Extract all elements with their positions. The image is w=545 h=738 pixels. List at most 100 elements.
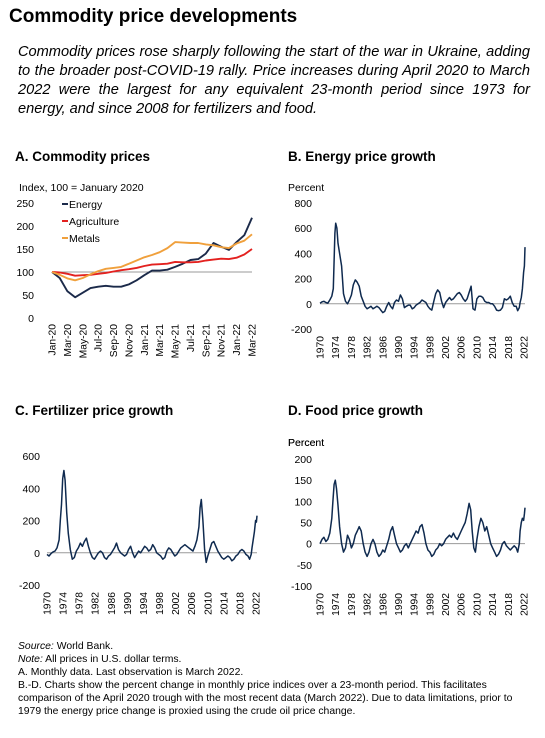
panel-a-xtick-label: Jan-21 — [140, 324, 151, 356]
panel-b-xtick-label: 1998 — [425, 336, 436, 359]
panel-a-title: A. Commodity prices — [15, 149, 151, 164]
note-label: Note: — [18, 654, 43, 665]
panel-d-xtick-label: 1990 — [394, 593, 405, 616]
panel-d-xtick-label: 1994 — [410, 593, 421, 616]
panel-a-ytick-label: 100 — [16, 267, 34, 279]
panel-b-xtick-label: 2002 — [441, 336, 452, 359]
page-title: Commodity price developments — [9, 6, 298, 27]
panel-d-ytick-label: 50 — [300, 518, 312, 530]
panel-a-ytick-label: 150 — [16, 244, 34, 256]
note-source-label: Source: — [18, 641, 54, 652]
page-subtitle: Commodity prices rose sharply following … — [18, 44, 530, 117]
panel-a-xtick-label: Jan-20 — [48, 324, 59, 356]
panel-a-xtick-label: Jul-21 — [186, 324, 197, 352]
panel-c-xtick-label: 2018 — [235, 592, 246, 615]
panel-b-ytick-label: 0 — [306, 299, 312, 311]
panel-b-xtick-label: 2010 — [472, 336, 483, 359]
panel-c-ytick-label: 0 — [34, 548, 40, 560]
panel-d-xtick-label: 1982 — [363, 593, 374, 616]
panel-c-xtick-label: 1986 — [107, 592, 118, 615]
panel-d-xtick-label: 1998 — [425, 593, 436, 616]
panel-c-ylabel: Percent — [288, 437, 324, 449]
note-general: Note: All prices in U.S. dollar terms. — [18, 653, 528, 666]
legend-label-energy: Energy — [69, 199, 103, 211]
panel-d-xtick-label: 2010 — [472, 593, 483, 616]
panel-a-xtick-label: Mar-21 — [155, 324, 166, 357]
panel-d-ytick-label: 100 — [294, 496, 312, 508]
panel-b-ytick-label: 600 — [294, 223, 312, 235]
panel-c-ytick-label: 400 — [22, 483, 40, 495]
panel-c-xtick-label: 1982 — [91, 592, 102, 615]
note-bd: B.-D. Charts show the percent change in … — [18, 680, 513, 717]
panel-a-ytick-label: 0 — [28, 313, 34, 325]
panel-a-series-energy — [51, 217, 253, 299]
legend-label-metals: Metals — [69, 233, 100, 245]
panel-d-xtick-label: 1978 — [347, 593, 358, 616]
panel-c-xtick-label: 2022 — [251, 592, 262, 615]
panel-c-xtick-label: 1970 — [43, 592, 54, 615]
panel-b-ytick-label: -200 — [291, 324, 312, 336]
panel-d-xtick-label: 1986 — [378, 593, 389, 616]
panel-a-xtick-label: Sep-20 — [109, 324, 120, 357]
panel-a-ylabel: Index, 100 = January 2020 — [19, 182, 144, 194]
panel-c-xtick-label: 2010 — [203, 592, 214, 615]
panel-d-xtick-label: 1970 — [316, 593, 327, 616]
panel-d-ytick-label: -100 — [291, 581, 312, 593]
panel-a-xtick-label: May-21 — [171, 324, 182, 359]
panel-b-xtick-label: 2006 — [457, 336, 468, 359]
panel-d-ytick-label: 200 — [294, 454, 312, 466]
panel-d-ytick-label: -50 — [297, 560, 312, 572]
panel-a-ytick-label: 200 — [16, 221, 34, 233]
panel-a-xtick-label: Nov-20 — [124, 324, 135, 357]
panel-d-xtick-label: 2018 — [504, 593, 515, 616]
panel-a-series-metals — [51, 233, 253, 282]
panel-a-ytick-label: 250 — [16, 198, 34, 210]
panel-c-ytick-label: -200 — [19, 580, 40, 592]
panel-d-series-line — [319, 479, 526, 558]
panel-b-ylabel: Percent — [288, 182, 324, 194]
panel-a-xtick-label: Mar-20 — [63, 324, 74, 357]
panel-d-xtick-label: 2002 — [441, 593, 452, 616]
panel-c-ytick-label: 600 — [22, 451, 40, 463]
panel-a-xtick-label: May-20 — [78, 324, 89, 359]
panel-b-xtick-label: 1974 — [331, 336, 342, 359]
panel-b-ytick-label: 200 — [294, 274, 312, 286]
panel-c-xtick-label: 2014 — [219, 592, 230, 615]
panel-d-ytick-label: 0 — [306, 539, 312, 551]
panel-a-xtick-label: Jul-20 — [94, 324, 105, 352]
note-source: Source: World Bank. — [18, 640, 528, 653]
panel-c-xtick-label: 1998 — [155, 592, 166, 615]
panel-d-ylabel: Percent — [288, 437, 324, 449]
notes: Source: World Bank. Note: All prices in … — [18, 640, 528, 718]
panel-b-ytick-label: 800 — [294, 198, 312, 210]
panel-d-xtick-label: 2022 — [520, 593, 531, 616]
panel-b-xtick-label: 2022 — [520, 336, 531, 359]
panel-b-xtick-label: 1990 — [394, 336, 405, 359]
panel-b-xtick-label: 2014 — [488, 336, 499, 359]
panel-c-xtick-label: 1990 — [123, 592, 134, 615]
panel-a-xtick-label: Jan-22 — [232, 324, 243, 356]
panel-c-series-line — [46, 469, 258, 564]
panel-b-xtick-label: 1986 — [378, 336, 389, 359]
panel-d-ytick-label: 150 — [294, 475, 312, 487]
panel-b-series-line — [319, 222, 526, 314]
panel-d-xtick-label: 1974 — [331, 593, 342, 616]
legend-label-agriculture: Agriculture — [69, 216, 119, 228]
panel-c-xtick-label: 2002 — [171, 592, 182, 615]
panel-b-ytick-label: 400 — [294, 248, 312, 260]
panel-a-xtick-label: Nov-21 — [217, 324, 228, 357]
panel-b-xtick-label: 1978 — [347, 336, 358, 359]
panel-b-xtick-label: 1970 — [316, 336, 327, 359]
panel-c-ytick-label: 200 — [22, 516, 40, 528]
panel-d-title: D. Food price growth — [288, 403, 423, 418]
panel-b-xtick-label: 1994 — [410, 336, 421, 359]
panel-c-title: C. Fertilizer price growth — [15, 403, 174, 418]
panel-d-xtick-label: 2006 — [457, 593, 468, 616]
panel-d-xtick-label: 2014 — [488, 593, 499, 616]
panel-a-ytick-label: 50 — [22, 290, 34, 302]
panel-a-xtick-label: Mar-22 — [248, 324, 259, 357]
panel-b-xtick-label: 2018 — [504, 336, 515, 359]
note-text: All prices in U.S. dollar terms. — [42, 654, 182, 665]
panel-b-title: B. Energy price growth — [288, 149, 436, 164]
